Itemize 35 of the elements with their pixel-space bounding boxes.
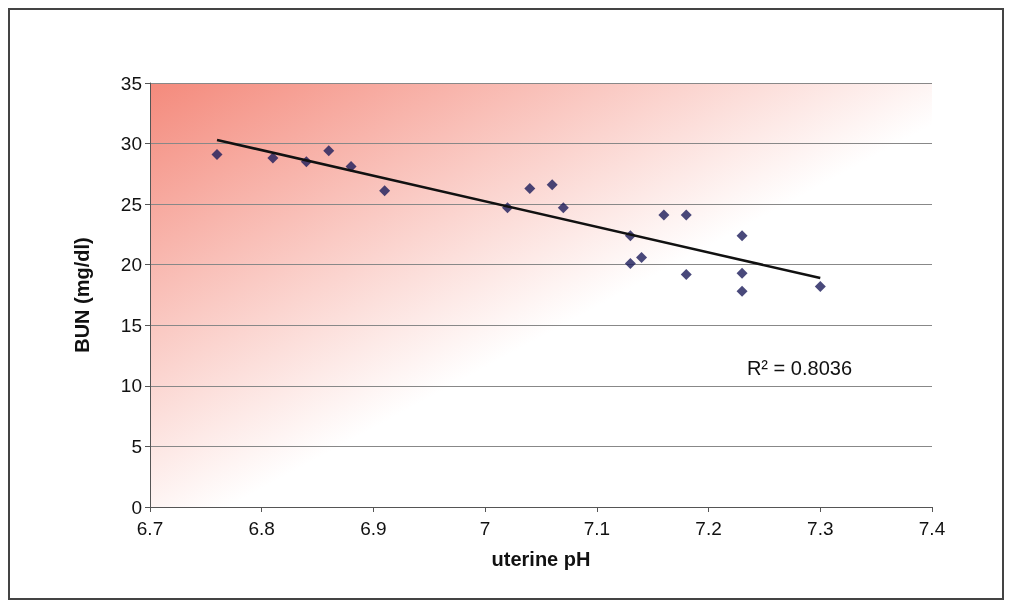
x-tick-label: 7.1	[583, 518, 611, 539]
point	[680, 209, 692, 221]
x-tick-label: 6.9	[360, 518, 387, 539]
point	[267, 152, 279, 164]
point	[736, 285, 748, 297]
y-tick-label: 35	[120, 72, 142, 94]
point	[680, 268, 692, 280]
point	[814, 281, 826, 293]
x-tick-label: 7.2	[695, 518, 722, 539]
y-tick-label: 30	[120, 133, 142, 155]
point	[658, 209, 670, 221]
point	[736, 267, 748, 279]
x-tick-label: 6.7	[136, 518, 164, 539]
y-tick-label: 20	[120, 254, 142, 276]
y-axis-title: BUN (mg/dl)	[71, 237, 93, 353]
point	[736, 230, 748, 242]
y-tick-label: 10	[120, 375, 142, 397]
x-tick-label: 7	[479, 518, 491, 539]
x-tick-label: 7.4	[918, 518, 946, 539]
y-tick-label: 15	[120, 314, 142, 336]
x-tick-label: 6.8	[248, 518, 275, 539]
x-tick-label: 7.3	[807, 518, 834, 539]
y-tick-label: 5	[131, 435, 142, 457]
point	[323, 145, 335, 157]
point	[546, 179, 558, 191]
y-tick-label: 0	[131, 496, 142, 518]
y-tick-label: 25	[120, 193, 142, 215]
point	[636, 251, 648, 263]
x-axis-title: uterine pH	[491, 548, 591, 570]
point	[524, 182, 536, 194]
point	[379, 185, 391, 197]
annotation: R² = 0.8036	[746, 357, 853, 379]
point	[211, 148, 223, 160]
point	[624, 258, 636, 269]
point	[557, 202, 569, 214]
